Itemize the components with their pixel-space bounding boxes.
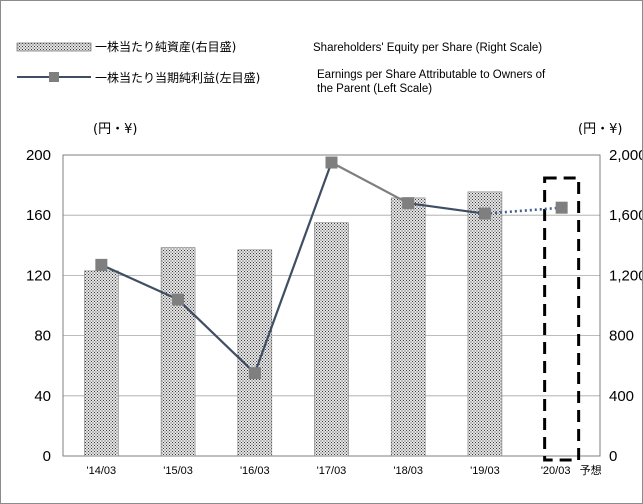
right-axis-tick-label: 800 [609, 328, 634, 345]
x-axis-tick-label: '14/03 [87, 465, 117, 477]
legend-equity-en: Shareholders' Equity per Share (Right Sc… [313, 42, 542, 54]
eps-marker [248, 367, 261, 380]
x-axis-tick-label: '19/03 [470, 465, 500, 477]
eps-line-segment [253, 162, 333, 374]
right-axis-tick-label: 400 [609, 388, 634, 405]
right-axis-tick-label: 1,200 [609, 267, 642, 284]
left-axis-tick-label: 80 [34, 328, 51, 345]
equity-bar [390, 197, 426, 457]
right-axis-unit: (円・¥) [578, 122, 622, 137]
equity-bar [84, 270, 119, 457]
legend-equity-ja: 一株当たり純資産(右目盛) [95, 39, 236, 54]
eps-marker [402, 197, 415, 210]
left-axis-tick-label: 160 [26, 207, 51, 224]
left-axis-tick-label: 0 [43, 448, 51, 465]
right-axis-tick-label: 1,600 [609, 207, 642, 224]
eps-line-segment [408, 202, 486, 215]
x-axis-tick-label: '15/03 [163, 465, 193, 477]
eps-marker [478, 207, 491, 220]
left-axis-tick-label: 120 [26, 267, 51, 284]
x-axis-tick-label: '20/03 [541, 465, 571, 477]
equity-bar [314, 222, 349, 457]
left-axis-unit: (円・¥) [93, 122, 137, 137]
equity-bar [160, 247, 196, 457]
forecast-dashed-box [543, 176, 581, 462]
eps-marker [95, 258, 108, 271]
equity-bar [237, 249, 273, 457]
legend-eps-en-line1: Earnings per Share Attributable to Owner… [317, 69, 546, 81]
forecast-box [543, 176, 581, 462]
legend-eps-ja: 一株当たり当期純利益(左目盛) [95, 70, 260, 85]
left-axis-ticks: 0 40 80 120 160 200 [26, 147, 51, 465]
legend-equity-swatch [16, 42, 92, 52]
left-axis-tick-label: 40 [34, 388, 51, 405]
bar-series-equity [84, 191, 503, 457]
eps-line-segment [330, 161, 409, 205]
legend-eps-en-line2: the Parent (Left Scale) [317, 83, 432, 95]
eps-marker [325, 156, 338, 169]
x-axis-tick-label: '17/03 [317, 465, 347, 477]
eps-line-segment [100, 263, 179, 301]
right-axis-ticks: 0 400 800 1,200 1,600 2,000 [609, 147, 642, 465]
left-axis-tick-label: 200 [26, 147, 51, 164]
eps-line-segment [177, 298, 256, 375]
eps-marker [172, 293, 185, 306]
right-axis-tick-label: 2,000 [609, 147, 642, 164]
right-axis-tick-label: 0 [609, 448, 617, 465]
equity-bar [467, 191, 503, 457]
eps-marker [555, 201, 568, 214]
x-axis-forecast-label: 予想 [580, 463, 602, 477]
x-axis-tick-label: '16/03 [240, 465, 270, 477]
x-axis-tick-label: '18/03 [393, 465, 423, 477]
line-series-eps [95, 156, 568, 380]
legend-eps-marker [49, 72, 59, 82]
x-axis-ticks: '14/03 '15/03 '16/03 '17/03 '18/03 '19/03 '20/… [87, 463, 602, 477]
legend: 一株当たり純資産(右目盛) Shareholders' Equity per S… [16, 39, 546, 95]
